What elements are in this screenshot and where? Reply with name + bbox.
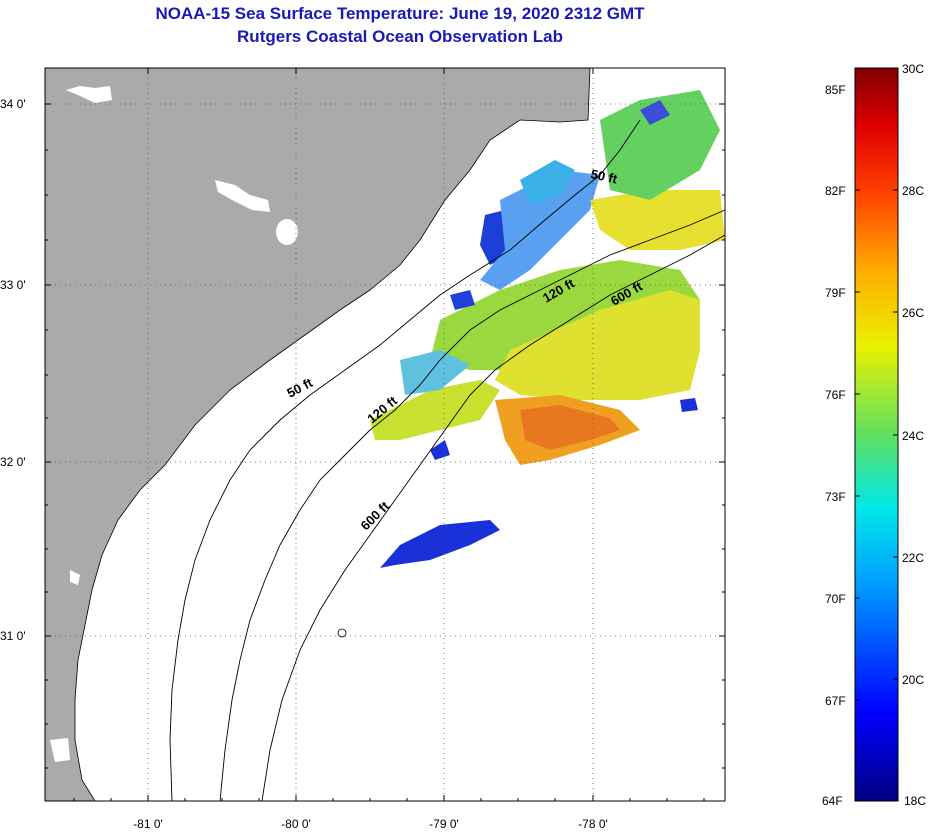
lat-label: 34 0' (0, 97, 26, 111)
lat-label: 32 0' (0, 455, 26, 469)
colorbar-ticks (855, 189, 898, 701)
lon-label: -80 0' (281, 817, 311, 831)
isobath-50ft (169, 119, 641, 802)
lat-label: 31 0' (0, 629, 26, 643)
isobath-600ft (261, 234, 726, 802)
land-white-patch (70, 570, 80, 585)
sst-patch (600, 90, 720, 200)
sst-patch (590, 190, 725, 250)
sst-patch (480, 170, 600, 290)
seamount-contour (337, 628, 347, 638)
sst-patch (520, 405, 620, 450)
lon-label: -78 0' (578, 817, 608, 831)
sst-patch (520, 160, 575, 205)
colorbar (854, 67, 899, 802)
sst-patch (495, 290, 700, 400)
colorbar-label-f: 76F (825, 388, 846, 402)
colorbar-label-c: 28C (902, 184, 925, 198)
land-white-patch (215, 180, 270, 212)
coastline (74, 67, 591, 802)
colorbar-label-f: 67F (825, 694, 846, 708)
sst-patch (370, 380, 500, 440)
land-mass (45, 68, 590, 801)
colorbar-label-c: 30C (902, 62, 925, 76)
land-white-patch (50, 738, 70, 762)
map-border (44, 67, 726, 802)
sst-patch (430, 440, 450, 460)
axis-ticks (45, 68, 725, 801)
colorbar-label-f: 73F (825, 490, 846, 504)
sst-patch (450, 290, 475, 310)
map-title: NOAA-15 Sea Surface Temperature: June 19… (155, 4, 645, 23)
graticule (45, 68, 725, 801)
isobath-120ft (219, 209, 726, 802)
sst-patch (680, 398, 698, 412)
land-white-patch (66, 86, 112, 103)
colorbar-label-f: 79F (825, 286, 846, 300)
sst-patch (400, 350, 470, 395)
lon-label: -81 0' (133, 817, 163, 831)
map-subtitle: Rutgers Coastal Ocean Observation Lab (237, 27, 563, 46)
colorbar-label-c: 18C (904, 794, 927, 808)
colorbar-label-c: 26C (902, 306, 925, 320)
colorbar-label-f: 82F (825, 184, 846, 198)
colorbar-label-c: 22C (902, 551, 925, 565)
contour-label-50ft: 50 ft (589, 166, 619, 186)
colorbar-label-c: 20C (902, 673, 925, 687)
colorbar-label-f: 64F (822, 794, 843, 808)
sst-patch (380, 520, 500, 568)
colorbar-label-c: 24C (902, 429, 925, 443)
sst-patch (640, 100, 670, 125)
lat-label: 33 0' (0, 278, 26, 292)
colorbar-label-f: 85F (825, 83, 846, 97)
lon-label: -79 0' (429, 817, 459, 831)
land-white-patch (276, 219, 298, 245)
colorbar-label-f: 70F (825, 592, 846, 606)
